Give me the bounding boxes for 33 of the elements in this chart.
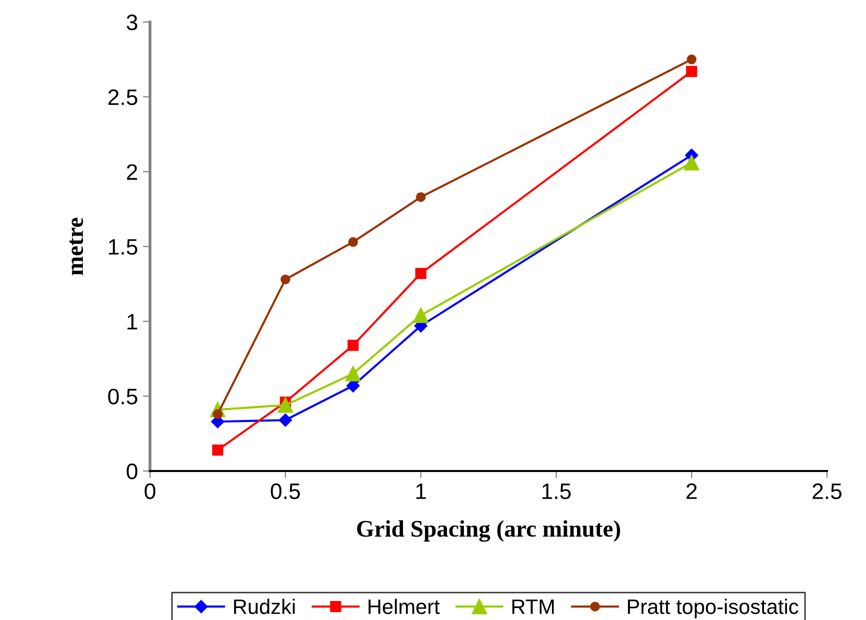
point: [415, 268, 426, 279]
point: [345, 366, 361, 382]
point: [416, 192, 426, 202]
y-tick-label: 2.5: [108, 89, 138, 106]
x-tick-label: 1.5: [542, 484, 571, 500]
y-tick-label: 0.5: [108, 388, 138, 404]
point: [686, 66, 698, 77]
y-tick-label: 3: [126, 14, 138, 30]
y-tick-label: 1: [128, 314, 138, 330]
y-axis-title: metre: [70, 218, 84, 276]
x-tick-label: 2: [686, 483, 697, 499]
x-tick-label: 0.5: [270, 483, 300, 500]
point: [212, 444, 224, 456]
y-tick-label: 2: [126, 164, 138, 180]
point: [348, 340, 359, 351]
y-tick-label: 0: [126, 464, 138, 480]
legend-label: Helmert: [368, 598, 440, 614]
point: [346, 379, 360, 392]
point: [348, 237, 358, 247]
point: [280, 274, 290, 284]
legend-label: RTM: [512, 600, 554, 614]
x-axis-title: Grid Spacing (arc minute): [357, 520, 620, 542]
x-tick-label: 1: [416, 484, 426, 499]
x-tick-label: 0: [144, 483, 156, 500]
legend-label: Pratt topo-isostatic: [628, 598, 798, 618]
point: [278, 414, 292, 427]
legend-label: Rudzki: [234, 598, 295, 614]
point: [686, 54, 696, 64]
point: [413, 308, 428, 323]
point: [278, 398, 294, 413]
x-tick-label: 2.5: [812, 483, 842, 500]
point: [684, 155, 700, 170]
y-tick-label: 1.5: [109, 239, 138, 255]
